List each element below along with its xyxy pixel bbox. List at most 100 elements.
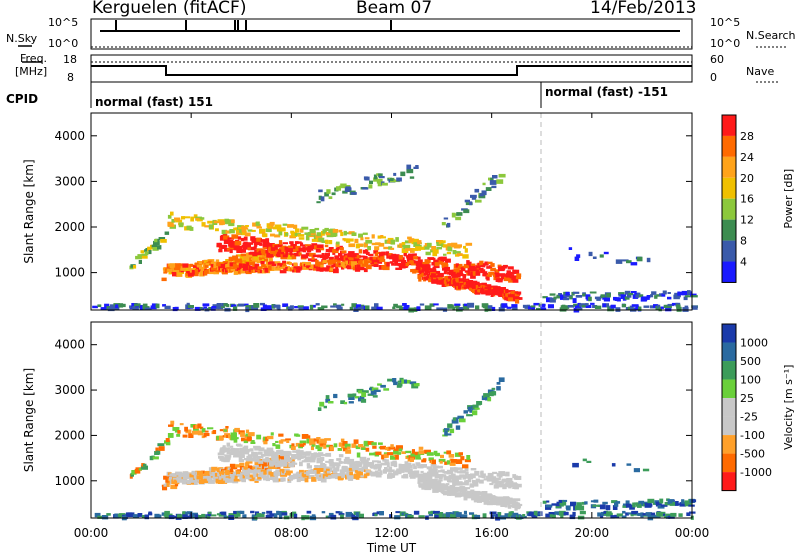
y-tick-label-0: 3000 <box>54 174 85 188</box>
echo-cell <box>446 450 452 455</box>
echo-cell <box>118 303 124 308</box>
echo-cell <box>464 248 468 253</box>
echo-cell <box>162 485 168 491</box>
echo-cell <box>316 458 322 462</box>
echo-cell <box>364 260 369 266</box>
echo-cell <box>603 251 609 255</box>
echo-cell <box>309 229 316 234</box>
colorbar-swatch-0 <box>722 135 736 157</box>
echo-cell <box>668 515 675 519</box>
echo-cell <box>371 234 375 239</box>
echo-cell <box>243 227 249 230</box>
echo-cell <box>325 252 330 257</box>
echo-cell <box>498 473 503 478</box>
echo-cell <box>275 249 279 254</box>
echo-cell <box>328 248 333 253</box>
echo-cell <box>455 512 462 517</box>
echo-cell <box>460 514 468 518</box>
echo-cell <box>491 391 497 396</box>
echo-cell <box>490 177 494 181</box>
echo-cell <box>277 244 283 248</box>
echo-cell <box>365 240 373 244</box>
echo-cell <box>638 306 642 312</box>
echo-cell <box>131 470 137 475</box>
echo-cell <box>278 240 283 245</box>
echo-cell <box>182 512 187 515</box>
echo-cell <box>611 463 616 467</box>
echo-cell <box>462 482 469 486</box>
echo-cell <box>315 248 321 253</box>
echo-cell <box>520 515 524 520</box>
echo-cell <box>282 459 287 465</box>
echo-cell <box>503 276 510 282</box>
echo-cell <box>183 216 191 219</box>
echo-cell <box>449 472 453 475</box>
nave-tick-high: 60 <box>710 53 724 66</box>
echo-cell <box>381 454 385 460</box>
echo-cell <box>186 480 191 485</box>
echo-cell <box>379 176 385 179</box>
echo-cell <box>582 458 587 462</box>
echo-cell <box>347 393 353 398</box>
echo-cell <box>205 262 209 266</box>
echo-cell <box>329 459 334 464</box>
echo-cell <box>616 513 623 517</box>
echo-cell <box>254 249 258 254</box>
echo-cell <box>441 264 449 268</box>
echo-cell <box>498 292 505 297</box>
echo-cell <box>188 271 194 277</box>
echo-cell <box>208 224 214 230</box>
echo-cell <box>337 448 342 451</box>
echo-cell <box>301 244 308 247</box>
echo-cell <box>513 269 517 273</box>
echo-cell <box>417 481 421 484</box>
echo-cell <box>356 474 361 478</box>
echo-cell <box>438 513 445 518</box>
echo-cell <box>468 261 472 266</box>
echo-cell <box>377 467 382 472</box>
echo-cell <box>227 219 234 223</box>
echo-cell <box>542 500 547 504</box>
echo-cell <box>390 247 395 250</box>
echo-cell <box>282 260 286 265</box>
echo-cell <box>359 513 364 518</box>
colorbar-swatch-0 <box>722 177 736 199</box>
echo-cell <box>326 468 330 471</box>
echo-cell <box>208 260 213 263</box>
echo-cell <box>242 514 247 519</box>
echo-cell <box>452 491 457 496</box>
echo-cell <box>408 455 415 460</box>
echo-cell <box>261 511 266 514</box>
echo-cell <box>168 224 175 227</box>
echo-cell <box>170 420 175 425</box>
echo-cell <box>538 307 543 311</box>
echo-cell <box>210 307 216 311</box>
echo-cell <box>302 455 307 459</box>
echo-cell <box>174 306 179 310</box>
echo-cell <box>486 476 492 479</box>
echo-cell <box>379 511 384 516</box>
echo-cell <box>489 511 497 515</box>
echo-cell <box>464 270 470 273</box>
echo-cell <box>388 446 396 450</box>
echo-cell <box>600 513 608 516</box>
echo-cell <box>452 250 457 255</box>
echo-cell <box>244 475 249 480</box>
echo-cell <box>311 238 317 242</box>
echo-cell <box>140 250 144 254</box>
echo-cell <box>321 305 328 309</box>
echo-cell <box>451 212 456 218</box>
echo-cell <box>158 446 165 451</box>
echo-cell <box>288 245 295 249</box>
echo-cell <box>436 275 440 278</box>
echo-cell <box>343 458 351 464</box>
echo-cell <box>477 491 484 495</box>
echo-cell <box>177 430 181 434</box>
echo-cell <box>455 481 463 486</box>
echo-cell <box>243 445 249 451</box>
echo-cell <box>352 393 357 397</box>
echo-cell <box>204 430 209 433</box>
echo-cell <box>333 234 337 237</box>
echo-cell <box>592 305 598 308</box>
echo-cell <box>144 249 148 253</box>
